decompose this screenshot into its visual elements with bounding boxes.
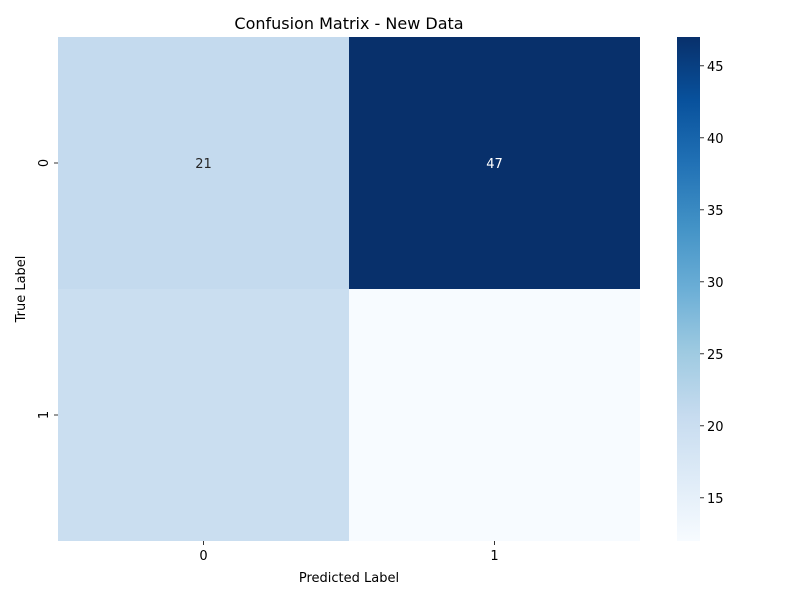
x-axis-label: Predicted Label (299, 571, 399, 586)
colorbar-tick-label: 25 (707, 348, 724, 363)
heatmap-cells (58, 37, 640, 541)
colorbar-tick-label: 45 (707, 60, 724, 75)
x-tick-label: 1 (490, 549, 498, 564)
heatmap-cell-1-0 (58, 289, 349, 541)
heatmap-cell-0-0 (58, 37, 349, 289)
colorbar-tick-label: 20 (707, 420, 724, 435)
heatmap-cell-labels: 21 47 (195, 157, 503, 172)
colorbar (677, 37, 700, 541)
y-axis-label: True Label (14, 256, 29, 324)
colorbar-tick-label: 15 (707, 492, 724, 507)
cell-value-label: 21 (195, 157, 212, 172)
x-tick-label: 0 (199, 549, 207, 564)
y-tick-label: 1 (37, 411, 52, 419)
cell-value-label: 47 (486, 157, 503, 172)
y-axis-ticks: 01 (37, 159, 58, 419)
colorbar-ticks: 15 20 25 30 35 40 45 (700, 60, 724, 507)
chart-title: Confusion Matrix - New Data (234, 14, 463, 33)
y-tick-label: 0 (37, 159, 52, 167)
heatmap-cell-0-1 (349, 37, 640, 289)
colorbar-tick-label: 30 (707, 276, 724, 291)
heatmap-cell-1-1 (349, 289, 640, 541)
colorbar-tick-label: 35 (707, 204, 724, 219)
colorbar-tick-label: 40 (707, 132, 724, 147)
